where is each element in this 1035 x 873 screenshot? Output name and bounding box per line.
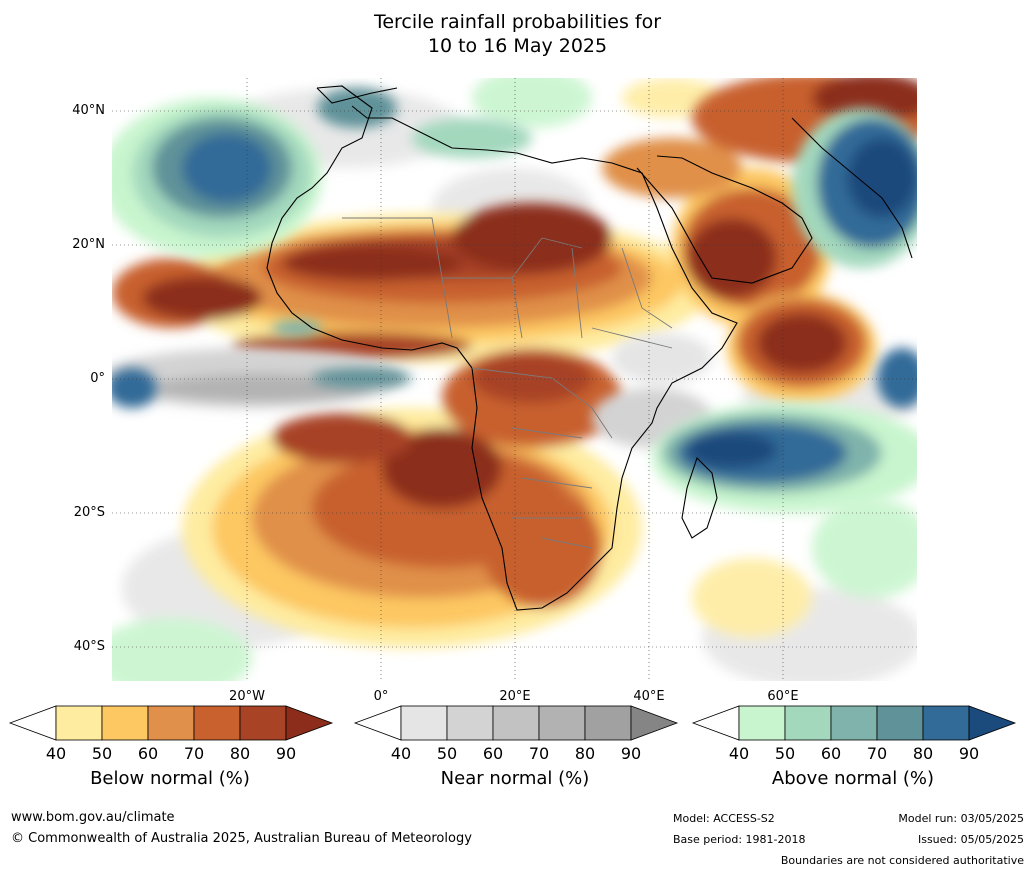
colorbar-segment [538, 705, 586, 741]
map-title-line1: Tercile rainfall probabilities for [373, 11, 662, 33]
colorbar-segment [239, 705, 287, 741]
footer-model: Model: ACCESS-S2 [673, 812, 775, 825]
colorbar-tick: 50 [774, 744, 796, 763]
colorbar-group [8, 705, 1017, 741]
colorbar-tick: 40 [45, 744, 67, 763]
colorbar-tick: 60 [482, 744, 504, 763]
colorbar-tick: 70 [183, 744, 205, 763]
colorbar-segment [492, 705, 540, 741]
colorbar-tick: 90 [620, 744, 642, 763]
colorbar-segment [830, 705, 878, 741]
colorbar-tick: 90 [958, 744, 980, 763]
colorbar-low-extend [8, 705, 57, 741]
colorbar-segment [446, 705, 494, 741]
lon-label-20e: 20°E [499, 689, 531, 704]
footer-copyright: © Commonwealth of Australia 2025, Austra… [11, 831, 472, 846]
colorbar-tick: 90 [275, 744, 297, 763]
colorbar-segment [55, 705, 103, 741]
colorbar-tick: 50 [436, 744, 458, 763]
footer-model-run: Model run: 03/05/2025 [898, 812, 1024, 825]
colorbar-tick: 70 [528, 744, 550, 763]
colorbar-segment [101, 705, 149, 741]
colorbar-high-extend [285, 705, 334, 741]
colorbar-segment [922, 705, 970, 741]
lat-label-0: 0° [90, 371, 105, 386]
colorbar-segment [584, 705, 632, 741]
footer-base-period: Base period: 1981-2018 [673, 833, 806, 846]
colorbar-tick: 40 [728, 744, 750, 763]
lat-label-20n: 20°N [72, 237, 105, 252]
rainfall-probability-map [112, 78, 917, 681]
footer-url[interactable]: www.bom.gov.au/climate [11, 810, 175, 825]
colorbar-segment [400, 705, 448, 741]
colorbar-tick: 80 [912, 744, 934, 763]
footer-disclaimer: Boundaries are not considered authoritat… [780, 854, 1024, 867]
lat-label-40n: 40°N [72, 103, 105, 118]
lon-label-60e: 60°E [767, 689, 799, 704]
colorbar-segment [147, 705, 195, 741]
colorbar-segment [876, 705, 924, 741]
colorbar-near-label: Near normal (%) [440, 768, 590, 789]
colorbar-tick: 80 [229, 744, 251, 763]
lat-label-20s: 20°S [73, 505, 105, 520]
colorbar-near-normal [353, 705, 679, 741]
colorbar-tick: 80 [574, 744, 596, 763]
colorbar-above-label: Above normal (%) [771, 768, 935, 789]
colorbar-below-normal [8, 705, 334, 741]
colorbar-high-extend [630, 705, 679, 741]
colorbar-tick: 70 [866, 744, 888, 763]
colorbar-high-extend [968, 705, 1017, 741]
colorbar-below-label: Below normal (%) [90, 768, 250, 789]
map-title-line2: 10 to 16 May 2025 [427, 35, 608, 57]
colorbar-segment [784, 705, 832, 741]
footer-issued: Issued: 05/05/2025 [917, 833, 1024, 846]
lon-label-20w: 20°W [229, 689, 265, 704]
colorbar-tick: 60 [137, 744, 159, 763]
colorbar-segment [738, 705, 786, 741]
colorbar-tick: 50 [91, 744, 113, 763]
lon-label-40e: 40°E [633, 689, 665, 704]
colorbar-above-normal [691, 705, 1017, 741]
colorbar-low-extend [691, 705, 740, 741]
lon-label-0: 0° [373, 689, 389, 704]
lat-label-40s: 40°S [73, 639, 105, 654]
colorbar-tick: 40 [390, 744, 412, 763]
colorbar-segment [193, 705, 241, 741]
colorbar-tick: 60 [820, 744, 842, 763]
colorbar-low-extend [353, 705, 402, 741]
